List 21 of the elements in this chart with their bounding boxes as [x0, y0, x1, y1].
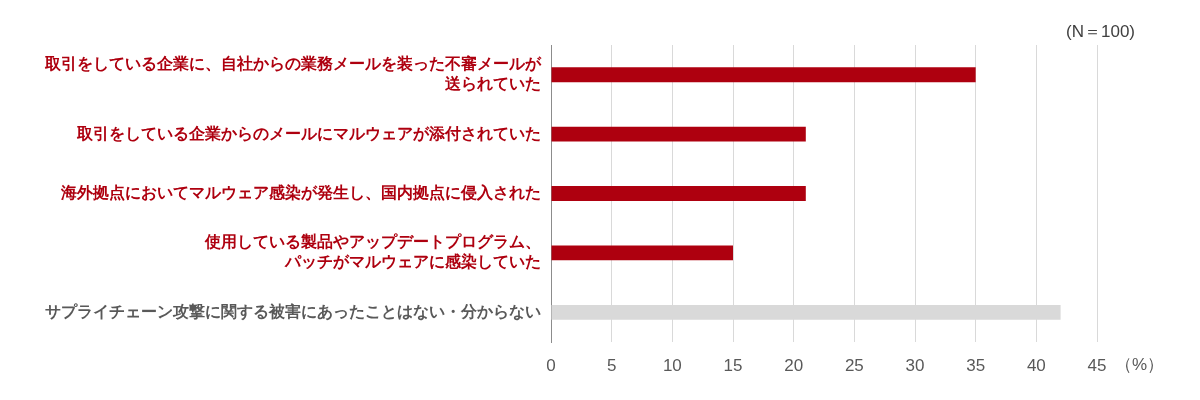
bar: [551, 245, 733, 261]
y-tick-label: 使用している製品やアップデートプログラム、パッチがマルウェアに感染していた: [204, 233, 541, 271]
bar: [551, 67, 976, 83]
x-tick-label: 35: [966, 355, 986, 375]
y-tick-label: 取引をしている企業に、自社からの業務メールを装った不審メールが送られていた: [44, 54, 542, 93]
x-tick-label: 15: [723, 355, 743, 375]
y-tick-label: 海外拠点においてマルウェア感染が発生し、国内拠点に侵入された: [60, 183, 541, 202]
x-tick-label: 5: [606, 355, 617, 375]
x-tick-label: 25: [844, 355, 864, 375]
y-tick-label: サプライチェーン攻撃に関する被害にあったことはない・分からない: [45, 301, 541, 321]
x-tick-label: 30: [905, 355, 925, 375]
x-tick-label: 20: [784, 355, 804, 375]
text: (N＝100): [1066, 21, 1135, 41]
x-tick-label: 45: [1087, 355, 1107, 375]
x-tick-label: 40: [1026, 355, 1046, 375]
x-tick-label: 0: [546, 355, 556, 375]
x-tick-label: 10: [662, 355, 682, 375]
bar: [551, 186, 806, 201]
x-axis-title: （%）: [1115, 354, 1165, 374]
y-tick-label: 取引をしている企業からのメールにマルウェアが添付されていた: [76, 124, 541, 142]
bar: [551, 126, 806, 142]
